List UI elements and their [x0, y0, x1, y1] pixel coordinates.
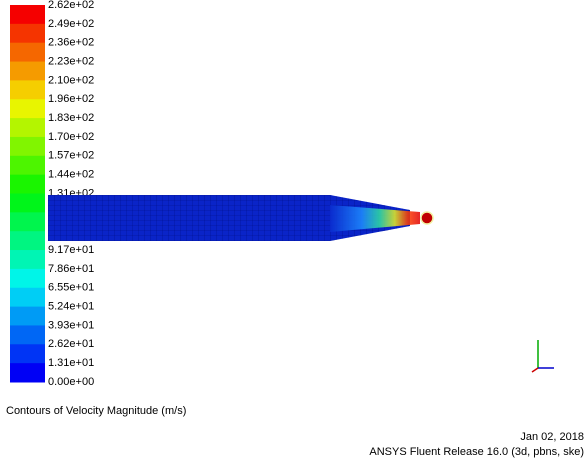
colorbar-label: 2.23e+02: [48, 55, 94, 67]
colorbar-label: 2.10e+02: [48, 74, 94, 86]
colorbar-band: [10, 156, 45, 175]
colorbar-label: 5.24e+01: [48, 301, 94, 313]
logo-version: 16.0: [562, 37, 580, 47]
colorbar-band: [10, 118, 45, 137]
colorbar-label: 1.96e+02: [48, 93, 94, 105]
colorbar-band: [10, 231, 45, 250]
colorbar-label: 2.62e+01: [48, 338, 94, 350]
logo-name: ANSYS: [528, 17, 580, 34]
colorbar-label: 9.17e+01: [48, 244, 94, 256]
colorbar-band: [10, 80, 45, 99]
colorbar-label: 3.93e+01: [48, 319, 94, 331]
colorbar-band: [10, 269, 45, 288]
colorbar-band: [10, 43, 45, 62]
colorbar-labels: 2.62e+02 2.49e+02 2.36e+02 2.23e+02 2.10e+02…: [48, 0, 94, 388]
colorbar-label: 0.00e+00: [48, 376, 94, 388]
colorbar-label: 1.44e+02: [48, 169, 94, 181]
footer-release: ANSYS Fluent Release 16.0 (3d, pbns, ske…: [369, 446, 584, 458]
colorbar-band: [10, 307, 45, 326]
colorbar-band: [10, 175, 45, 194]
colorbar-band: [10, 250, 45, 269]
colorbar-band: [10, 99, 45, 118]
colorbar-label: 1.70e+02: [48, 131, 94, 143]
colorbar-band: [10, 5, 45, 24]
colorbar-label: 1.57e+02: [48, 150, 94, 162]
colorbar-label: 6.55e+01: [48, 282, 94, 294]
outlet: [421, 212, 433, 224]
colorbar-label: 2.62e+02: [48, 0, 94, 11]
colorbar-band: [10, 24, 45, 43]
colorbar-label: 1.31e+01: [48, 357, 94, 369]
colorbar-band: [10, 363, 45, 382]
colorbar-band: [10, 288, 45, 307]
footer-title: Contours of Velocity Magnitude (m/s): [6, 405, 186, 417]
colorbar-label: 2.36e+02: [48, 37, 94, 49]
colorbar-band: [10, 137, 45, 156]
colorbar-band: [10, 325, 45, 344]
colorbar-band: [10, 344, 45, 363]
colorbar-label: 1.83e+02: [48, 112, 94, 124]
colorbar-band: [10, 194, 45, 213]
fluent-viewport: 2.62e+02 2.49e+02 2.36e+02 2.23e+02 2.10e+02…: [0, 0, 588, 463]
colorbar: [10, 5, 45, 383]
colorbar-label: 2.49e+02: [48, 18, 94, 30]
colorbar-label: 7.86e+01: [48, 263, 94, 275]
colorbar-band: [10, 62, 45, 81]
colorbar-band: [10, 212, 45, 231]
footer-date: Jan 02, 2018: [520, 431, 584, 443]
